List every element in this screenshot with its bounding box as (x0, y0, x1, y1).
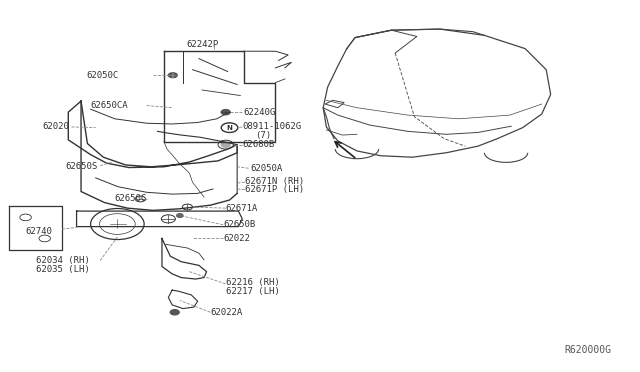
Text: 62671N (RH): 62671N (RH) (246, 177, 305, 186)
Text: 62671P (LH): 62671P (LH) (246, 185, 305, 194)
Text: 62217 (LH): 62217 (LH) (226, 287, 280, 296)
Text: 62035 (LH): 62035 (LH) (36, 264, 90, 273)
Text: 62240G: 62240G (244, 108, 276, 117)
Text: (7): (7) (255, 131, 271, 140)
Text: 62740: 62740 (26, 227, 52, 235)
Text: 62050A: 62050A (250, 164, 282, 173)
Text: 62242P: 62242P (186, 41, 218, 49)
Text: 62020: 62020 (43, 122, 70, 131)
Text: 62216 (RH): 62216 (RH) (226, 278, 280, 287)
Text: 62650B: 62650B (223, 220, 255, 229)
Circle shape (168, 73, 176, 77)
Text: 62680B: 62680B (243, 140, 275, 149)
Circle shape (221, 110, 230, 115)
Circle shape (221, 142, 230, 147)
Text: N: N (227, 125, 232, 131)
Circle shape (170, 73, 177, 77)
Text: R620000G: R620000G (565, 345, 612, 355)
Text: 62022: 62022 (223, 234, 250, 243)
Text: 62050C: 62050C (86, 71, 118, 80)
Text: 62022A: 62022A (211, 308, 243, 317)
Text: 08911-1062G: 08911-1062G (243, 122, 301, 131)
Circle shape (170, 310, 179, 315)
Text: 62671A: 62671A (226, 203, 258, 213)
Text: 62650C: 62650C (115, 195, 147, 203)
Text: 62650S: 62650S (65, 162, 97, 171)
Text: 62650CA: 62650CA (91, 101, 128, 110)
Text: 62034 (RH): 62034 (RH) (36, 256, 90, 265)
Circle shape (177, 214, 183, 217)
